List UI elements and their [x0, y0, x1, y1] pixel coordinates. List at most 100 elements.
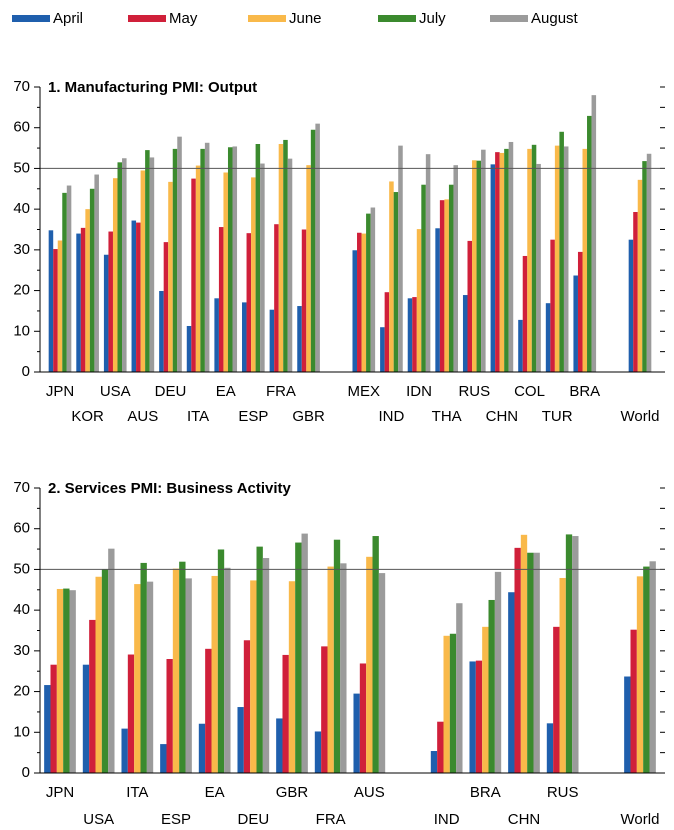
bar [494, 571, 502, 773]
bar [425, 154, 431, 372]
bar [443, 635, 450, 773]
x-tick-label: World [621, 408, 660, 425]
bar [108, 548, 115, 773]
bar [256, 546, 263, 773]
y-tick-label: 70 [13, 479, 30, 496]
x-tick-label: COL [514, 383, 545, 400]
bar [327, 566, 334, 773]
bar [85, 209, 90, 372]
x-tick-label: MEX [348, 383, 381, 400]
bar [260, 163, 265, 372]
bar [527, 148, 532, 372]
bar [437, 721, 444, 773]
x-tick-label: RUS [547, 784, 579, 801]
bar [508, 141, 514, 372]
x-tick-label: USA [83, 811, 114, 828]
legend-label: May [169, 10, 198, 27]
x-tick-label: CHN [486, 408, 519, 425]
x-tick-label: JPN [46, 784, 74, 801]
x-tick-label: KOR [71, 408, 104, 425]
bar [168, 181, 173, 372]
bar [398, 145, 403, 372]
bar [545, 303, 551, 372]
bar [643, 566, 650, 773]
bar [637, 179, 643, 372]
bar [89, 619, 96, 773]
bar [565, 534, 573, 773]
bar [504, 148, 509, 372]
bar [121, 728, 128, 773]
y-tick-label: 0 [22, 764, 30, 781]
bar [559, 577, 566, 773]
bar [352, 250, 358, 372]
bar [630, 629, 637, 773]
bar [636, 576, 644, 773]
bar [554, 145, 560, 372]
bar [333, 539, 341, 773]
bar [412, 297, 417, 372]
bar [527, 552, 534, 773]
bar [191, 178, 196, 372]
bar [536, 163, 541, 372]
bar [177, 136, 182, 372]
bar [553, 626, 560, 773]
x-tick-label: BRA [470, 784, 501, 801]
y-tick-label: 40 [13, 601, 30, 618]
bar [628, 239, 634, 372]
bar [287, 158, 293, 372]
bar [393, 192, 399, 372]
bar [520, 534, 528, 773]
bar [366, 556, 373, 773]
x-tick-label: GBR [276, 784, 309, 801]
bar [134, 584, 141, 773]
bar [495, 152, 500, 372]
bar [112, 178, 118, 372]
bar [50, 664, 57, 773]
bar [378, 573, 386, 773]
x-tick-label: FRA [266, 383, 296, 400]
x-tick-label: USA [100, 383, 131, 400]
bar [117, 162, 123, 372]
legend-label: August [531, 10, 579, 27]
bar [140, 170, 146, 372]
bar [149, 157, 155, 372]
bar [101, 569, 109, 773]
bar [159, 290, 164, 372]
x-tick-label: THA [432, 408, 462, 425]
bar [314, 731, 322, 773]
bar [315, 123, 320, 373]
bar [357, 232, 362, 372]
bar [372, 536, 379, 773]
bar [66, 185, 72, 372]
bar [384, 292, 390, 372]
bar [232, 146, 238, 372]
bar [145, 150, 150, 372]
x-tick-label: GBR [292, 408, 325, 425]
bar [633, 211, 638, 372]
bar [276, 718, 283, 773]
x-tick-label: IND [434, 811, 460, 828]
bar [462, 295, 468, 372]
bar [359, 663, 367, 773]
bar [301, 229, 307, 372]
y-tick-label: 70 [13, 78, 30, 95]
bar [172, 148, 178, 372]
bar [224, 567, 231, 773]
bar [146, 581, 154, 773]
bar [80, 227, 86, 372]
y-tick-label: 20 [13, 683, 30, 700]
bar [481, 149, 486, 372]
bar [278, 144, 284, 372]
bar [185, 578, 192, 773]
bar [131, 220, 137, 372]
bar [456, 603, 463, 773]
bar [44, 685, 51, 773]
bar [321, 646, 328, 773]
bar [166, 659, 173, 773]
x-tick-label: BRA [569, 383, 600, 400]
bar [172, 568, 180, 773]
bar [439, 200, 445, 372]
bar [482, 626, 489, 773]
bar [624, 676, 631, 773]
bar [310, 129, 316, 372]
